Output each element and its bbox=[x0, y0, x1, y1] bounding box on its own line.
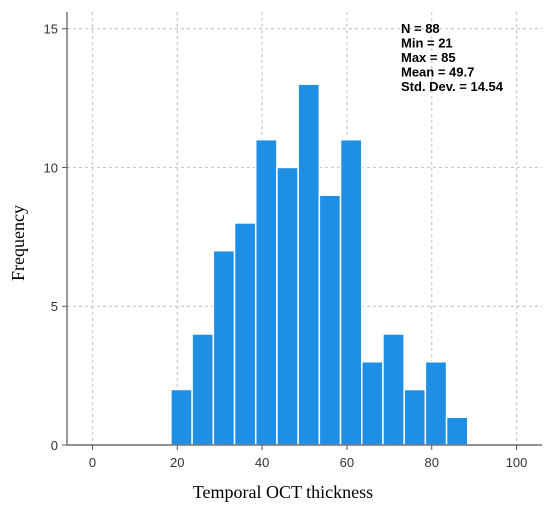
statistics-line: Mean = 49.7 bbox=[401, 65, 474, 80]
x-axis-ticks: 0 20 40 60 80 100 bbox=[89, 445, 528, 470]
y-tick-label: 5 bbox=[51, 299, 58, 314]
histogram-bar bbox=[361, 360, 384, 446]
statistics-line: Max = 85 bbox=[401, 50, 456, 65]
histogram-bars bbox=[170, 83, 469, 446]
histogram-bar bbox=[233, 222, 257, 446]
histogram-bar bbox=[297, 83, 321, 446]
x-tick-label: 40 bbox=[255, 455, 269, 470]
histogram-bar bbox=[424, 360, 448, 446]
statistics-line: N = 88 bbox=[401, 21, 440, 36]
histogram-bar bbox=[339, 138, 363, 446]
x-tick-label: 20 bbox=[170, 455, 184, 470]
histogram-bar bbox=[191, 333, 215, 446]
histogram-bar bbox=[445, 416, 469, 446]
y-tick-label: 0 bbox=[51, 438, 58, 453]
y-tick-label: 15 bbox=[44, 22, 58, 37]
histogram-bar bbox=[254, 138, 278, 446]
x-axis-title: Temporal OCT thickness bbox=[193, 482, 373, 502]
histogram-bar bbox=[212, 249, 236, 446]
x-tick-label: 100 bbox=[506, 455, 528, 470]
x-tick-label: 60 bbox=[340, 455, 354, 470]
y-axis-ticks: 0 5 10 15 bbox=[44, 22, 67, 453]
axes bbox=[66, 12, 542, 446]
y-tick-label: 10 bbox=[44, 160, 58, 175]
statistics-line: Std. Dev. = 14.54 bbox=[401, 79, 504, 94]
histogram-bar bbox=[403, 388, 427, 446]
statistics-line: Min = 21 bbox=[401, 36, 453, 51]
x-tick-label: 80 bbox=[424, 455, 438, 470]
histogram-bar bbox=[170, 388, 193, 446]
y-axis-title: Frequency bbox=[8, 205, 28, 281]
histogram-bar bbox=[382, 333, 405, 446]
histogram-bar bbox=[276, 166, 299, 446]
x-tick-label: 0 bbox=[89, 455, 96, 470]
histogram-bar bbox=[318, 194, 342, 446]
